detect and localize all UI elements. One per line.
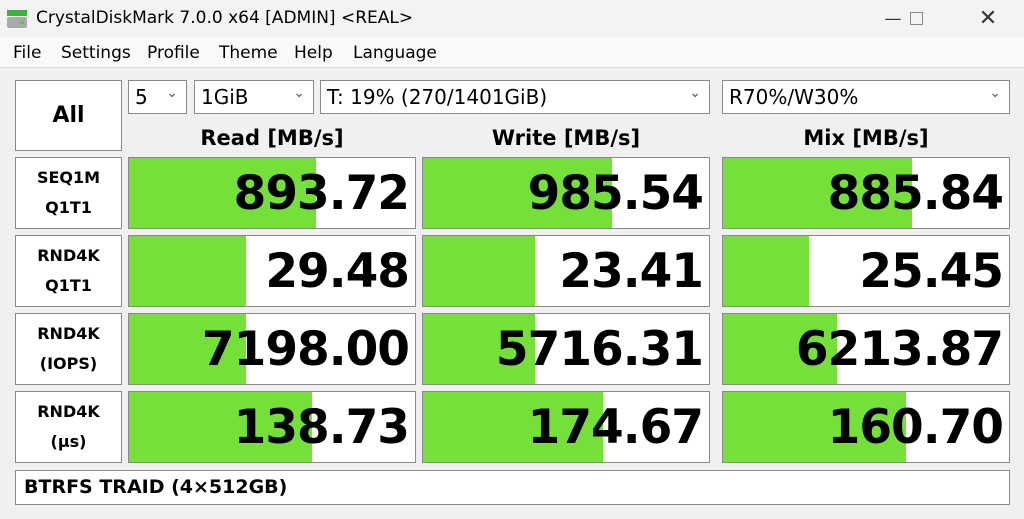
write-header: Write [MB/s] [491, 126, 641, 150]
menu-help[interactable]: Help [294, 43, 333, 63]
test-label-2: Q1T1 [45, 276, 92, 295]
mix-result-bar [723, 314, 838, 384]
comment-field[interactable]: BTRFS TRAID (4×512GB) [15, 470, 1010, 505]
test-label-2: (µs) [50, 432, 87, 451]
mix-value: R70%/W30% [729, 85, 859, 109]
write-result-bar [423, 236, 535, 306]
mix-result-cell: 6213.87 [722, 313, 1010, 385]
mix-result-cell: 25.45 [722, 235, 1010, 307]
read-header: Read [MB/s] [200, 126, 344, 150]
read-result-value: 893.72 [233, 165, 410, 221]
write-result-value: 23.41 [559, 243, 704, 299]
test-label-1: RND4K [37, 246, 100, 265]
mix-result-value: 885.84 [827, 165, 1004, 221]
test-label-1: SEQ1M [36, 168, 101, 187]
drive-select[interactable]: T: 19% (270/1401GiB) ⌄ [320, 80, 710, 114]
mix-result-value: 25.45 [859, 243, 1004, 299]
app-disk-icon [7, 10, 27, 28]
mix-result-bar [723, 158, 912, 228]
test-label-2: Q1T1 [45, 198, 92, 217]
write-result-value: 174.67 [527, 399, 704, 455]
menu-language[interactable]: Language [353, 43, 437, 63]
test-button[interactable]: RND4K (IOPS) [15, 313, 122, 385]
write-result-value: 5716.31 [495, 321, 704, 377]
write-result-cell: 985.54 [422, 157, 710, 229]
mix-result-bar [723, 392, 907, 462]
test-button[interactable]: RND4K Q1T1 [15, 235, 122, 307]
menu-profile[interactable]: Profile [147, 43, 200, 63]
chevron-down-icon: ⌄ [293, 85, 305, 101]
write-result-bar [423, 392, 604, 462]
read-result-cell: 138.73 [128, 391, 416, 463]
read-result-bar [129, 392, 313, 462]
write-result-bar [423, 314, 535, 384]
read-result-cell: 893.72 [128, 157, 416, 229]
mix-select[interactable]: R70%/W30% ⌄ [722, 80, 1010, 114]
test-label-2: (IOPS) [39, 354, 98, 373]
title-bar: CrystalDiskMark 7.0.0 x64 [ADMIN] <REAL>… [0, 0, 1024, 37]
write-result-value: 985.54 [527, 165, 704, 221]
write-result-cell: 23.41 [422, 235, 710, 307]
write-result-bar [423, 158, 612, 228]
minimize-icon[interactable]: — [884, 8, 902, 29]
size-value: 1GiB [201, 85, 249, 109]
menu-bar: File Settings Profile Theme Help Languag… [0, 37, 1024, 68]
menu-theme[interactable]: Theme [219, 43, 278, 63]
mix-result-bar [723, 236, 809, 306]
count-value: 5 [135, 85, 148, 109]
test-button[interactable]: RND4K (µs) [15, 391, 122, 463]
mix-header: Mix [MB/s] [803, 126, 929, 150]
chevron-down-icon: ⌄ [689, 85, 701, 101]
drive-value: T: 19% (270/1401GiB) [327, 85, 548, 109]
read-result-value: 7198.00 [201, 321, 410, 377]
chevron-down-icon: ⌄ [989, 85, 1001, 101]
mix-result-cell: 885.84 [722, 157, 1010, 229]
mix-result-value: 160.70 [827, 399, 1004, 455]
write-result-cell: 5716.31 [422, 313, 710, 385]
count-select[interactable]: 5 ⌄ [128, 80, 187, 114]
maximize-icon[interactable] [893, 0, 939, 37]
size-select[interactable]: 1GiB ⌄ [194, 80, 314, 114]
read-result-cell: 29.48 [128, 235, 416, 307]
chevron-down-icon: ⌄ [166, 85, 178, 101]
read-result-value: 29.48 [265, 243, 410, 299]
all-button[interactable]: All [15, 80, 122, 151]
read-result-bar [129, 158, 317, 228]
close-icon[interactable]: ✕ [978, 6, 998, 31]
read-result-cell: 7198.00 [128, 313, 416, 385]
test-label-1: RND4K [37, 324, 100, 343]
menu-settings[interactable]: Settings [61, 43, 131, 63]
window-title: CrystalDiskMark 7.0.0 x64 [ADMIN] <REAL> [36, 8, 414, 28]
menu-file[interactable]: File [13, 43, 42, 63]
read-result-value: 138.73 [233, 399, 410, 455]
write-result-cell: 174.67 [422, 391, 710, 463]
test-button[interactable]: SEQ1M Q1T1 [15, 157, 122, 229]
mix-result-cell: 160.70 [722, 391, 1010, 463]
read-result-bar [129, 314, 247, 384]
read-result-bar [129, 236, 247, 306]
test-label-1: RND4K [37, 402, 100, 421]
mix-result-value: 6213.87 [795, 321, 1004, 377]
